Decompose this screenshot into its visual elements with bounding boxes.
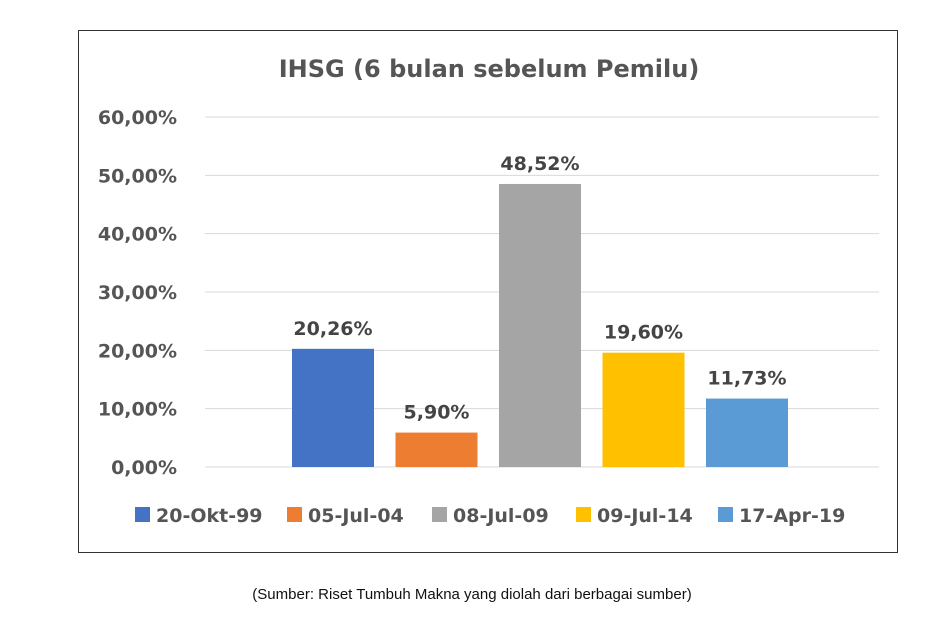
data-label: 19,60% [604, 322, 683, 344]
legend-label: 09-Jul-14 [597, 505, 693, 527]
legend-swatch [432, 507, 447, 522]
legend-label: 05-Jul-04 [308, 505, 404, 527]
y-tick-label: 40,00% [98, 224, 177, 246]
bar [395, 432, 478, 467]
data-label: 48,52% [500, 153, 579, 175]
data-label: 20,26% [293, 318, 372, 340]
bar [602, 352, 685, 467]
source-note: (Sumber: Riset Tumbuh Makna yang diolah … [252, 586, 692, 603]
legend-swatch [135, 507, 150, 522]
y-tick-label: 10,00% [98, 399, 177, 421]
bar-chart: IHSG (6 bulan sebelum Pemilu) 0,00% 10,00%… [98, 55, 879, 527]
chart-frame: IHSG (6 bulan sebelum Pemilu) 0,00% 10,00%… [78, 30, 898, 553]
y-tick-label: 20,00% [98, 340, 177, 362]
y-tick-label: 30,00% [98, 282, 177, 304]
data-label: 11,73% [707, 368, 786, 390]
bar [499, 183, 581, 467]
y-tick-label: 60,00% [98, 107, 177, 129]
data-label: 5,90% [404, 402, 470, 424]
legend-swatch [576, 507, 591, 522]
legend-label: 17-Apr-19 [739, 505, 845, 527]
y-tick-label: 50,00% [98, 165, 177, 187]
legend-label: 20-Okt-99 [156, 505, 263, 527]
chart-title: IHSG (6 bulan sebelum Pemilu) [279, 55, 700, 83]
bar [292, 348, 374, 467]
legend-swatch [287, 507, 302, 522]
y-tick-label: 0,00% [111, 457, 177, 479]
legend-swatch [718, 507, 733, 522]
bar [706, 398, 788, 467]
legend-label: 08-Jul-09 [453, 505, 549, 527]
